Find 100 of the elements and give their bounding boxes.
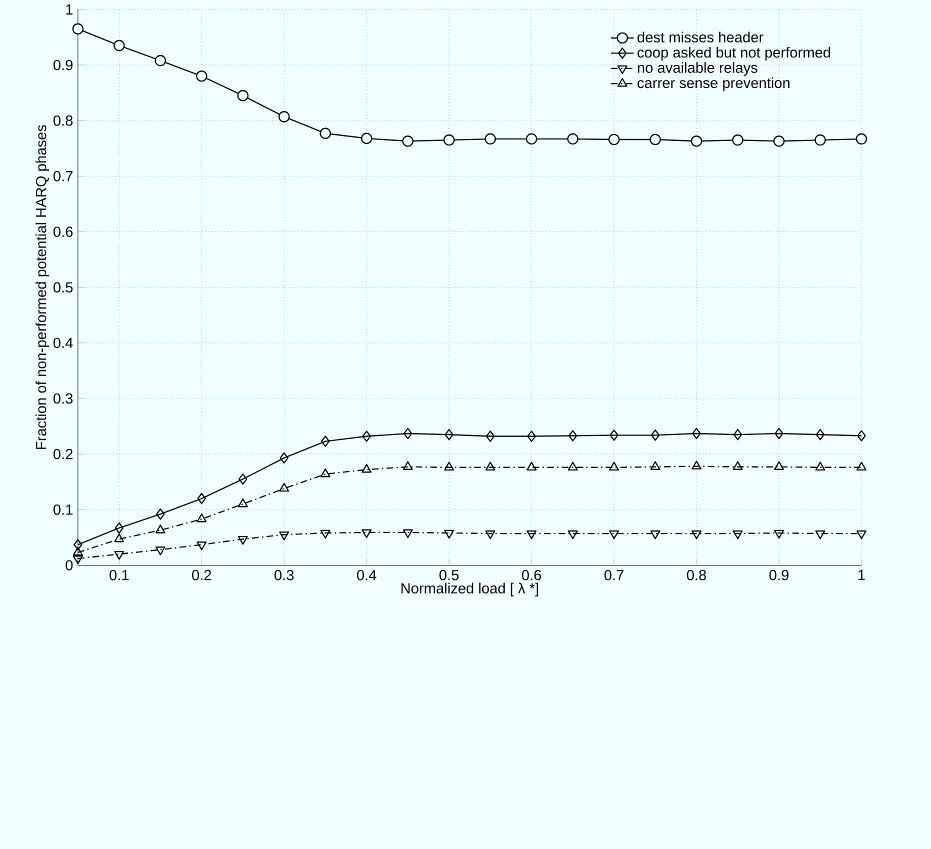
point xyxy=(154,55,166,66)
point xyxy=(196,542,207,550)
point xyxy=(609,462,620,471)
point xyxy=(402,461,413,470)
point xyxy=(526,462,537,471)
point xyxy=(485,530,496,540)
y-tick-label: 0.1 xyxy=(53,504,73,515)
point xyxy=(856,462,866,471)
point xyxy=(72,23,84,35)
point xyxy=(362,529,372,538)
point xyxy=(526,530,537,540)
point xyxy=(609,530,620,540)
point xyxy=(280,452,289,464)
legend-label: dest misses header xyxy=(638,32,764,43)
point xyxy=(650,530,660,540)
y-tick-label: 0 xyxy=(66,560,73,571)
point xyxy=(568,530,578,540)
legend-label: no available relays xyxy=(638,62,758,76)
x-tick-label: 0.7 xyxy=(604,570,624,580)
point xyxy=(568,462,578,471)
point xyxy=(362,464,372,473)
point xyxy=(444,429,454,440)
y-tick-label: 0.9 xyxy=(53,60,73,70)
point xyxy=(774,428,784,440)
point xyxy=(444,462,454,471)
point xyxy=(774,530,784,539)
x-tick-label: 0.5 xyxy=(439,570,459,580)
point xyxy=(320,468,330,478)
point xyxy=(278,111,290,122)
point xyxy=(238,536,248,545)
x-axis-title: Normalized load [ λ *] xyxy=(401,582,538,596)
point xyxy=(402,136,414,147)
point xyxy=(527,430,536,442)
point xyxy=(320,436,330,448)
point xyxy=(196,70,208,82)
point xyxy=(360,132,372,144)
point xyxy=(856,530,866,540)
y-tick-label: 0.5 xyxy=(53,282,73,293)
point xyxy=(608,134,620,146)
point xyxy=(692,460,702,470)
x-tick-label: 0.9 xyxy=(769,570,788,580)
x-tick-label: 0.4 xyxy=(357,570,376,580)
point xyxy=(856,133,868,145)
point xyxy=(733,429,742,440)
point xyxy=(692,530,702,540)
x-tick-label: 0.3 xyxy=(274,570,294,580)
point xyxy=(403,428,412,440)
y-tick-label: 0.4 xyxy=(53,338,73,348)
point xyxy=(773,136,785,147)
point xyxy=(732,461,743,470)
point xyxy=(114,522,124,534)
point xyxy=(362,430,371,442)
point xyxy=(567,133,578,145)
x-tick-label: 0.2 xyxy=(192,570,212,580)
point xyxy=(650,430,660,441)
point xyxy=(155,524,166,534)
point xyxy=(402,529,413,538)
point xyxy=(485,462,496,471)
point xyxy=(197,493,206,504)
point xyxy=(732,530,743,540)
y-tick-label: 0.3 xyxy=(53,393,73,404)
point xyxy=(650,134,661,146)
point xyxy=(732,134,744,146)
point xyxy=(568,430,578,442)
point xyxy=(238,474,248,485)
point xyxy=(196,514,207,522)
legend-label: coop asked but not performed xyxy=(638,47,830,61)
point xyxy=(690,136,702,147)
point xyxy=(114,534,124,542)
x-tick-label: 0.8 xyxy=(686,570,706,580)
point xyxy=(320,530,330,539)
point xyxy=(279,483,290,492)
point xyxy=(486,430,495,442)
point xyxy=(774,461,784,470)
x-tick-label: 0.1 xyxy=(110,570,129,580)
point xyxy=(692,428,701,440)
y-tick-label: 1 xyxy=(66,4,73,15)
point xyxy=(320,128,332,140)
point xyxy=(650,461,660,470)
point xyxy=(443,134,455,146)
point xyxy=(237,90,249,102)
legend-label: carrer sense prevention xyxy=(638,78,790,92)
y-tick-label: 0.2 xyxy=(53,449,73,460)
point xyxy=(815,462,826,471)
point xyxy=(814,134,826,146)
y-axis-title: Fraction of non-performed potential HARQ phases xyxy=(36,125,50,450)
point xyxy=(815,530,826,540)
x-tick-label: 1 xyxy=(858,570,865,580)
point xyxy=(114,40,125,52)
point xyxy=(114,551,124,560)
point xyxy=(526,133,538,145)
point xyxy=(155,546,166,556)
point xyxy=(238,498,248,508)
point xyxy=(279,532,290,540)
y-tick-label: 0.7 xyxy=(53,171,73,182)
point xyxy=(444,530,454,539)
x-tick-label: 0.6 xyxy=(522,570,542,580)
y-tick-label: 0.6 xyxy=(53,226,73,238)
point xyxy=(857,430,866,442)
point xyxy=(74,539,82,550)
